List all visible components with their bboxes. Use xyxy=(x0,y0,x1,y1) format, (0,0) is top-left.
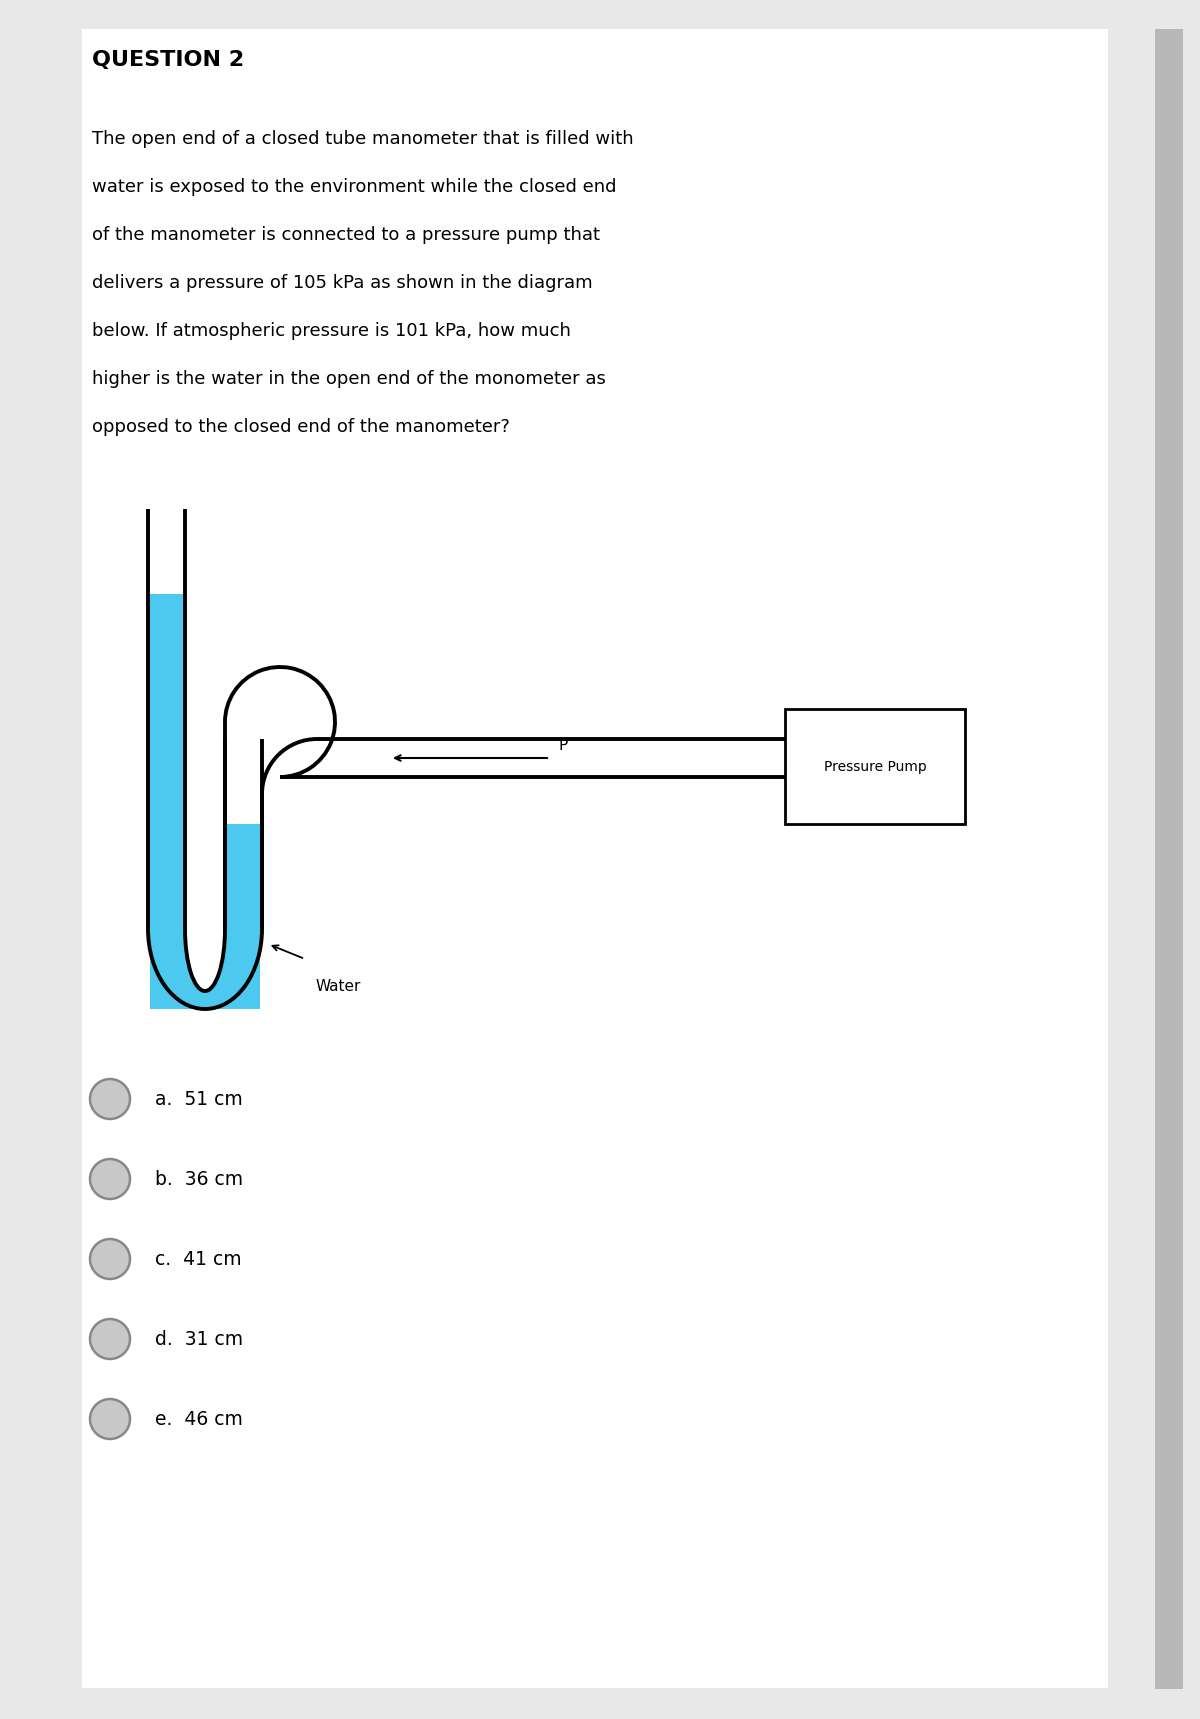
Circle shape xyxy=(90,1239,130,1279)
Text: below. If atmospheric pressure is 101 kPa, how much: below. If atmospheric pressure is 101 kP… xyxy=(92,321,571,340)
Text: of the manometer is connected to a pressure pump that: of the manometer is connected to a press… xyxy=(92,225,600,244)
Bar xyxy=(150,595,182,928)
Text: P: P xyxy=(558,737,568,753)
Text: water is exposed to the environment while the closed end: water is exposed to the environment whil… xyxy=(92,179,617,196)
Text: QUESTION 2: QUESTION 2 xyxy=(92,50,244,70)
Bar xyxy=(150,928,260,1009)
Text: a.  51 cm: a. 51 cm xyxy=(155,1090,242,1109)
Bar xyxy=(785,708,965,823)
Text: opposed to the closed end of the manometer?: opposed to the closed end of the manomet… xyxy=(92,418,510,437)
Text: higher is the water in the open end of the monometer as: higher is the water in the open end of t… xyxy=(92,370,606,388)
Text: e.  46 cm: e. 46 cm xyxy=(155,1410,242,1428)
Circle shape xyxy=(90,1399,130,1439)
Polygon shape xyxy=(185,928,226,990)
Circle shape xyxy=(90,1159,130,1198)
Circle shape xyxy=(90,1080,130,1119)
Text: The open end of a closed tube manometer that is filled with: The open end of a closed tube manometer … xyxy=(92,131,634,148)
Bar xyxy=(1154,29,1183,1690)
Circle shape xyxy=(90,1318,130,1360)
Text: d.  31 cm: d. 31 cm xyxy=(155,1329,244,1348)
Text: b.  36 cm: b. 36 cm xyxy=(155,1169,244,1188)
Text: delivers a pressure of 105 kPa as shown in the diagram: delivers a pressure of 105 kPa as shown … xyxy=(92,273,593,292)
Text: Pressure Pump: Pressure Pump xyxy=(823,760,926,774)
Text: Water: Water xyxy=(314,980,360,994)
Bar xyxy=(227,823,260,928)
Text: c.  41 cm: c. 41 cm xyxy=(155,1250,241,1269)
